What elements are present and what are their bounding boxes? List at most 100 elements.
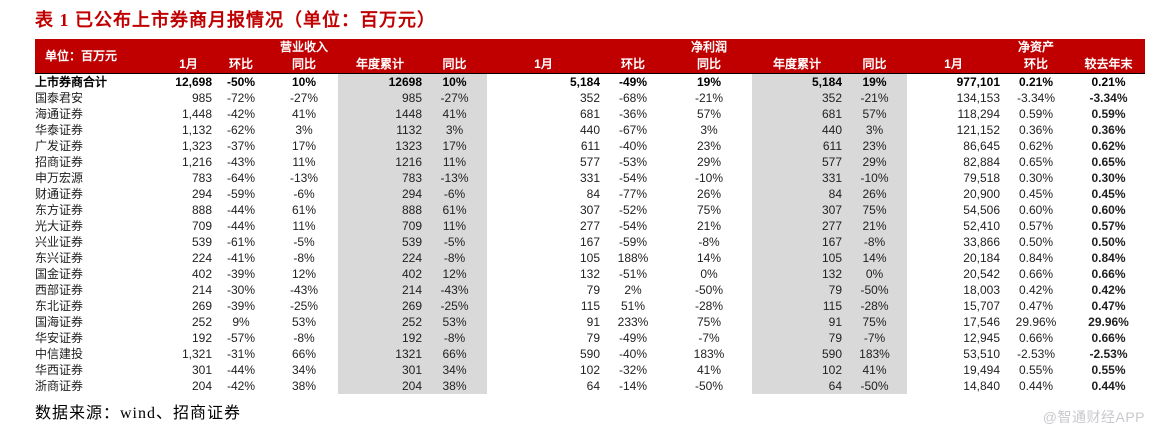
col-header-rev-ytd: 年度累计 — [338, 55, 422, 74]
table-cell: -32% — [618, 363, 647, 377]
table-cell: -8% — [842, 234, 907, 250]
table-cell: 33,866 — [963, 235, 1000, 249]
table-cell: 51% — [620, 299, 646, 313]
company-name: 华西证券 — [35, 363, 84, 377]
table-cell: 1,323 — [181, 139, 212, 153]
table-cell: 134,153 — [956, 91, 1000, 105]
table-cell: 294 — [338, 186, 422, 202]
table-cell: 1448 — [338, 106, 422, 122]
table-cell: -28% — [694, 299, 723, 313]
source-note: 数据来源：wind、招商证券 — [35, 405, 242, 422]
col-header-profit-ytd: 年度累计 — [752, 55, 842, 74]
company-name: 中信建投 — [35, 347, 84, 361]
table-cell: 214 — [191, 283, 212, 297]
table-cell: -49% — [618, 331, 647, 345]
table-cell: 20,184 — [963, 251, 1000, 265]
table-cell: -53% — [618, 155, 647, 169]
table-cell: -51% — [618, 267, 647, 281]
table-cell: 0.45% — [1018, 187, 1054, 201]
table-cell: 2% — [624, 283, 642, 297]
table-cell: -41% — [226, 251, 255, 265]
table-cell: 0.84% — [1091, 251, 1126, 265]
column-header-row: 1月 环比 同比 年度累计 同比 1月 环比 同比 年度累计 同比 1月 环比 … — [35, 55, 1145, 74]
table-cell: 214 — [338, 282, 422, 298]
table-cell: -44% — [226, 363, 255, 377]
table-cell: 0.66% — [1091, 267, 1126, 281]
table-cell: 0.65% — [1018, 155, 1054, 169]
table-cell: 15,707 — [963, 299, 1000, 313]
table-cell: 539 — [338, 234, 422, 250]
table-cell: 10% — [422, 73, 487, 90]
table-cell: 307 — [579, 203, 600, 217]
company-name: 西部证券 — [35, 283, 84, 297]
table-cell: 41% — [291, 107, 317, 121]
table-row: 东兴证券 224 -41% -8% 224 -8% 105 188% 14% 105 14% 20,1… — [35, 250, 1145, 266]
table-cell: 1216 — [338, 154, 422, 170]
table-cell: 188% — [617, 251, 649, 265]
table-cell: 19,494 — [963, 363, 1000, 377]
table-cell: 269 — [191, 299, 212, 313]
table-cell: 0.21% — [1091, 75, 1126, 89]
table-cell: 590 — [579, 347, 600, 361]
table-cell: 102 — [752, 362, 842, 378]
table-cell: 12698 — [338, 73, 422, 90]
table-cell: -50% — [226, 75, 255, 89]
table-cell: 0.59% — [1091, 107, 1126, 121]
company-name: 财通证券 — [35, 187, 84, 201]
table-cell: 64 — [586, 379, 600, 393]
table-cell: -49% — [618, 75, 647, 89]
table-cell: 121,152 — [956, 123, 1000, 137]
table-cell: 19% — [696, 75, 722, 89]
table-cell: 12% — [291, 267, 317, 281]
company-name: 国海证券 — [35, 315, 84, 329]
table-cell: 0.62% — [1018, 139, 1054, 153]
col-header-profit-yoy: 同比 — [666, 55, 752, 74]
table-cell: -62% — [226, 123, 255, 137]
company-name: 东北证券 — [35, 299, 84, 313]
table-cell: -61% — [226, 235, 255, 249]
table-cell: 79,518 — [963, 171, 1000, 185]
table-cell: 14,840 — [963, 379, 1000, 393]
table-cell: 3% — [842, 122, 907, 138]
table-cell: -8% — [422, 250, 487, 266]
monthly-report-table: 单位：百万元 营业收入 净利润 净资产 1月 环比 同比 年度累计 同比 1月 … — [35, 39, 1145, 394]
company-name: 申万宏源 — [35, 171, 84, 185]
table-cell: -50% — [842, 282, 907, 298]
table-cell: 66% — [422, 346, 487, 362]
col-header-profit-ytd-yoy: 同比 — [842, 55, 907, 74]
table-cell: -59% — [618, 235, 647, 249]
table-cell: 10% — [291, 75, 317, 89]
table-row: 申万宏源 783 -64% -13% 783 -13% 331 -54% -10% 331 -10%… — [35, 170, 1145, 186]
table-cell: 224 — [338, 250, 422, 266]
table-cell: 102 — [579, 363, 600, 377]
table-cell: 233% — [617, 315, 649, 329]
table-cell: 26% — [842, 186, 907, 202]
table-row: 广发证券 1,323 -37% 17% 1323 17% 611 -40% 23% 611 23% 8… — [35, 138, 1145, 154]
table-row: 兴业证券 539 -61% -5% 539 -5% 167 -59% -8% 167 -8% 33,8… — [35, 234, 1145, 250]
table-cell: 0.45% — [1091, 187, 1126, 201]
table-cell: 0.55% — [1091, 363, 1126, 377]
company-name: 东方证券 — [35, 203, 84, 217]
table-cell: 21% — [842, 218, 907, 234]
table-cell: -27% — [422, 90, 487, 106]
table-cell: 0.57% — [1091, 219, 1126, 233]
table-cell: 331 — [579, 171, 600, 185]
table-cell: 440 — [579, 123, 600, 137]
table-cell: -44% — [226, 219, 255, 233]
table-cell: -14% — [618, 379, 647, 393]
watermark: @智通财经APP — [1042, 409, 1145, 425]
table-cell: 0.44% — [1091, 379, 1126, 393]
table-cell: 301 — [338, 362, 422, 378]
company-name: 招商证券 — [35, 155, 84, 169]
table-cell: 3% — [700, 123, 718, 137]
group-header-revenue: 营业收入 — [270, 39, 338, 55]
table-cell: 252 — [338, 314, 422, 330]
table-cell: 79 — [752, 282, 842, 298]
table-cell: 75% — [696, 315, 722, 329]
table-cell: 5,184 — [569, 75, 600, 89]
table-cell: -37% — [226, 139, 255, 153]
table-cell: 0.65% — [1091, 155, 1126, 169]
table-cell: 38% — [422, 378, 487, 394]
table-row: 浙商证券 204 -42% 38% 204 38% 64 -14% -50% 64 -50% 14,8… — [35, 378, 1145, 394]
table-cell: -7% — [698, 331, 720, 345]
